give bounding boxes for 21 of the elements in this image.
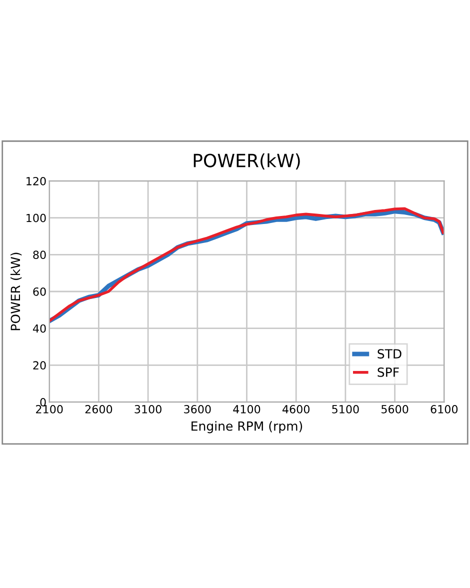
x-tick-label: 2100 xyxy=(36,404,63,414)
legend-label: SPF xyxy=(378,367,399,377)
x-tick-label: 5600 xyxy=(382,404,408,414)
x-tick-label: 4600 xyxy=(282,404,310,414)
y-tick-label: 80 xyxy=(33,250,46,260)
x-tick-label: 4100 xyxy=(233,404,260,414)
x-tick-label: 2600 xyxy=(85,404,112,414)
y-tick-label: 60 xyxy=(33,287,46,296)
y-axis-title: POWER (kW) xyxy=(10,252,22,330)
x-tick-label: 6100 xyxy=(430,404,458,414)
y-tick-label: 120 xyxy=(26,176,46,186)
x-tick-label: 3100 xyxy=(134,404,162,414)
y-tick-label: 0 xyxy=(40,398,46,406)
chart-title: POWER(kW) xyxy=(194,153,300,170)
x-axis-title: Engine RPM (rpm) xyxy=(192,421,302,434)
y-tick-label: 20 xyxy=(33,361,46,370)
legend-label: STD xyxy=(378,349,402,359)
x-tick-label: 3600 xyxy=(184,404,211,414)
x-tick-label: 5100 xyxy=(332,404,359,414)
y-tick-label: 40 xyxy=(32,324,46,333)
y-tick-label: 100 xyxy=(26,214,46,222)
